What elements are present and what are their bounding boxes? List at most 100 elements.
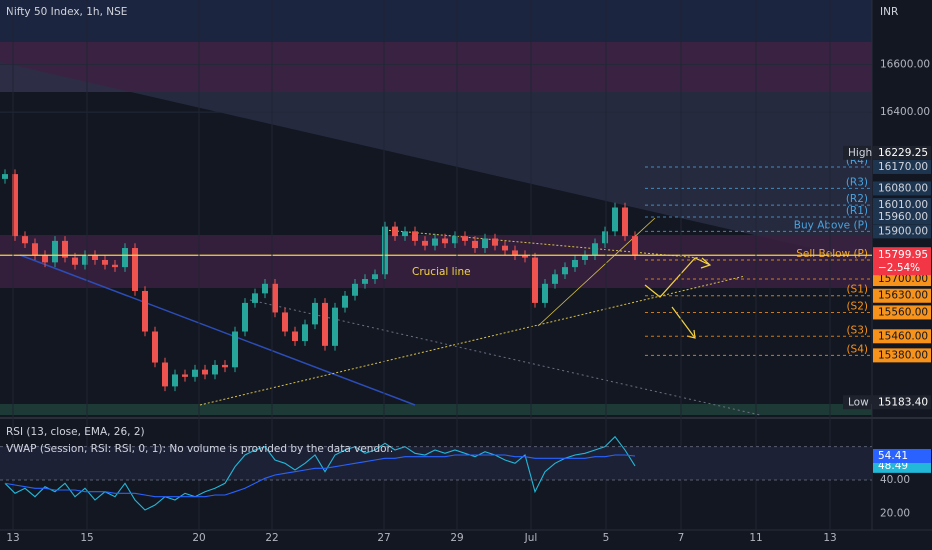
candle-body — [242, 302, 248, 332]
level-value: 16170.00 — [878, 161, 928, 173]
level-name: (S4) — [846, 343, 868, 355]
level-value: 15900.00 — [878, 225, 928, 237]
level-name: Buy Above (P) — [794, 219, 868, 231]
last-value: 54.41 — [878, 450, 908, 462]
candle-body — [142, 290, 148, 332]
level-name: (S1) — [846, 284, 868, 296]
level-box — [873, 159, 931, 174]
extreme-box — [873, 395, 931, 410]
y-tick-label: 16400.00 — [880, 106, 930, 118]
candle-body — [452, 236, 458, 244]
candle-body — [42, 255, 48, 263]
candle-body — [332, 307, 338, 346]
level-value: 15700.00 — [878, 273, 928, 285]
x-tick-label: 29 — [450, 532, 463, 544]
trend-line — [19, 254, 416, 406]
x-tick-label: 13 — [823, 532, 836, 544]
currency: INR — [880, 6, 898, 18]
candle-body — [362, 279, 368, 284]
candle-body — [532, 257, 538, 303]
candle-body — [382, 226, 388, 275]
last-price: 15799.95 — [878, 249, 928, 261]
level-box — [873, 305, 931, 320]
level-value: 15630.00 — [878, 290, 928, 302]
x-tick-label: 5 — [603, 532, 610, 544]
level-name: (R1) — [846, 205, 868, 217]
arrow-head — [700, 257, 712, 269]
candle-body — [292, 331, 298, 342]
candle-body — [572, 259, 578, 268]
extreme-box — [873, 145, 931, 160]
candle-body — [412, 231, 418, 241]
candle-body — [62, 240, 68, 258]
annotation: Crucial line — [412, 266, 471, 278]
rsi-band-fill — [0, 446, 872, 480]
candle-body — [92, 255, 98, 260]
level-value: 16010.00 — [878, 199, 928, 211]
candle-body — [442, 238, 448, 244]
extreme-value: 15183.40 — [878, 396, 928, 408]
level-value: 15560.00 — [878, 306, 928, 318]
level-box — [873, 272, 931, 287]
candle-body — [632, 236, 638, 256]
last-change: −2.54% — [878, 262, 920, 274]
last-value-box — [873, 448, 931, 463]
extreme-name-box — [843, 145, 871, 160]
candle-body — [522, 255, 528, 258]
candle-body — [82, 255, 88, 265]
trend-line — [199, 275, 746, 406]
x-tick-label: 11 — [749, 532, 762, 544]
level-value: 16080.00 — [878, 182, 928, 194]
candle-body — [122, 248, 128, 268]
candle-body — [212, 364, 218, 375]
candle-body — [252, 293, 258, 303]
candle-body — [542, 283, 548, 303]
level-name: (R2) — [846, 193, 868, 205]
x-tick-label: 20 — [192, 532, 205, 544]
x-tick-label: 22 — [265, 532, 278, 544]
candle-body — [612, 207, 618, 232]
x-tick-label: 7 — [678, 532, 685, 544]
candle-body — [562, 267, 568, 275]
candle-body — [352, 283, 358, 296]
candle-body — [492, 238, 498, 246]
extreme-name: Low — [848, 396, 869, 408]
candle-body — [1, 174, 8, 179]
candle-body — [582, 255, 588, 260]
candle-body — [202, 369, 208, 375]
level-value: 15460.00 — [878, 330, 928, 342]
candle-body — [432, 238, 438, 246]
extreme-name-box — [843, 395, 871, 410]
candle-body — [72, 257, 78, 265]
x-tick-label: 27 — [377, 532, 390, 544]
candle-body — [22, 236, 28, 244]
candle-body — [152, 331, 158, 363]
candle-body — [342, 295, 348, 308]
level-name: (S3) — [846, 324, 868, 336]
last-price-box — [873, 247, 931, 276]
level-box — [873, 288, 931, 303]
zone-low — [0, 404, 872, 415]
candle-body — [592, 243, 598, 256]
legend-text: VWAP (Session, RSI: RSI, 0, 1): No volum… — [6, 443, 393, 455]
candle-body — [282, 312, 288, 332]
candle-body — [402, 231, 408, 237]
candle-body — [52, 240, 58, 263]
candle-body — [162, 362, 168, 387]
candle-body — [302, 324, 308, 342]
candle-body — [262, 283, 268, 294]
candle-body — [172, 374, 178, 387]
x-tick-label: Jul — [524, 532, 538, 544]
trend-line — [249, 299, 761, 416]
y-tick-label: 40.00 — [880, 474, 910, 486]
rsi-line — [4, 454, 636, 498]
candle-body — [112, 264, 118, 268]
level-value: 15960.00 — [878, 211, 928, 223]
y-tick-label: 16600.00 — [880, 58, 930, 70]
candle-body — [462, 236, 468, 241]
legend-text: RSI (13, close, EMA, 26, 2) — [6, 426, 145, 438]
level-name: (S2) — [846, 300, 868, 312]
candle-body — [12, 174, 18, 237]
candle-body — [182, 374, 188, 377]
